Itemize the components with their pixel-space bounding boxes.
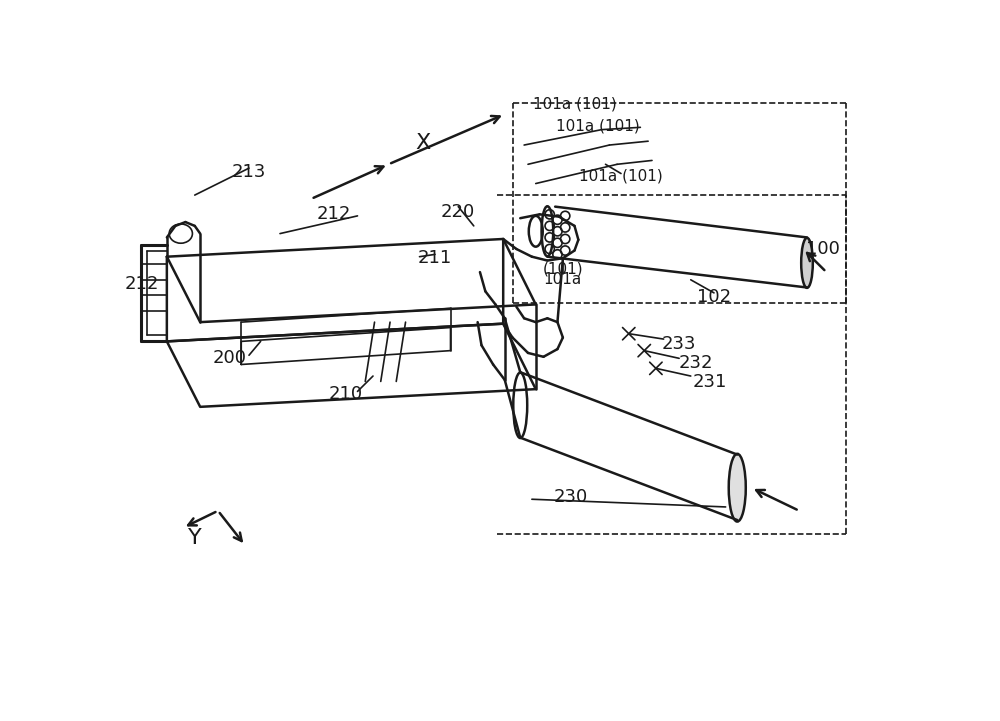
- Ellipse shape: [801, 238, 813, 288]
- Text: 100: 100: [806, 240, 839, 258]
- Text: 232: 232: [678, 354, 713, 372]
- Text: Y: Y: [188, 528, 202, 548]
- Text: 102: 102: [697, 288, 731, 306]
- Text: 233: 233: [662, 335, 696, 353]
- Text: 210: 210: [329, 385, 363, 403]
- Text: 220: 220: [441, 203, 475, 221]
- Text: (101): (101): [543, 262, 583, 277]
- Text: 231: 231: [692, 373, 727, 392]
- Text: 211: 211: [418, 249, 452, 267]
- Text: 101a (101): 101a (101): [556, 118, 640, 133]
- Text: 213: 213: [232, 163, 266, 181]
- Text: 200: 200: [213, 350, 247, 367]
- Text: 212: 212: [317, 205, 351, 224]
- Ellipse shape: [729, 454, 746, 521]
- Text: 101a: 101a: [544, 273, 582, 287]
- Text: 212: 212: [125, 275, 159, 293]
- Text: 101a (101): 101a (101): [533, 97, 616, 112]
- Text: 101a (101): 101a (101): [579, 168, 663, 183]
- Text: 230: 230: [554, 488, 588, 506]
- Text: X: X: [416, 133, 431, 153]
- Ellipse shape: [542, 206, 553, 256]
